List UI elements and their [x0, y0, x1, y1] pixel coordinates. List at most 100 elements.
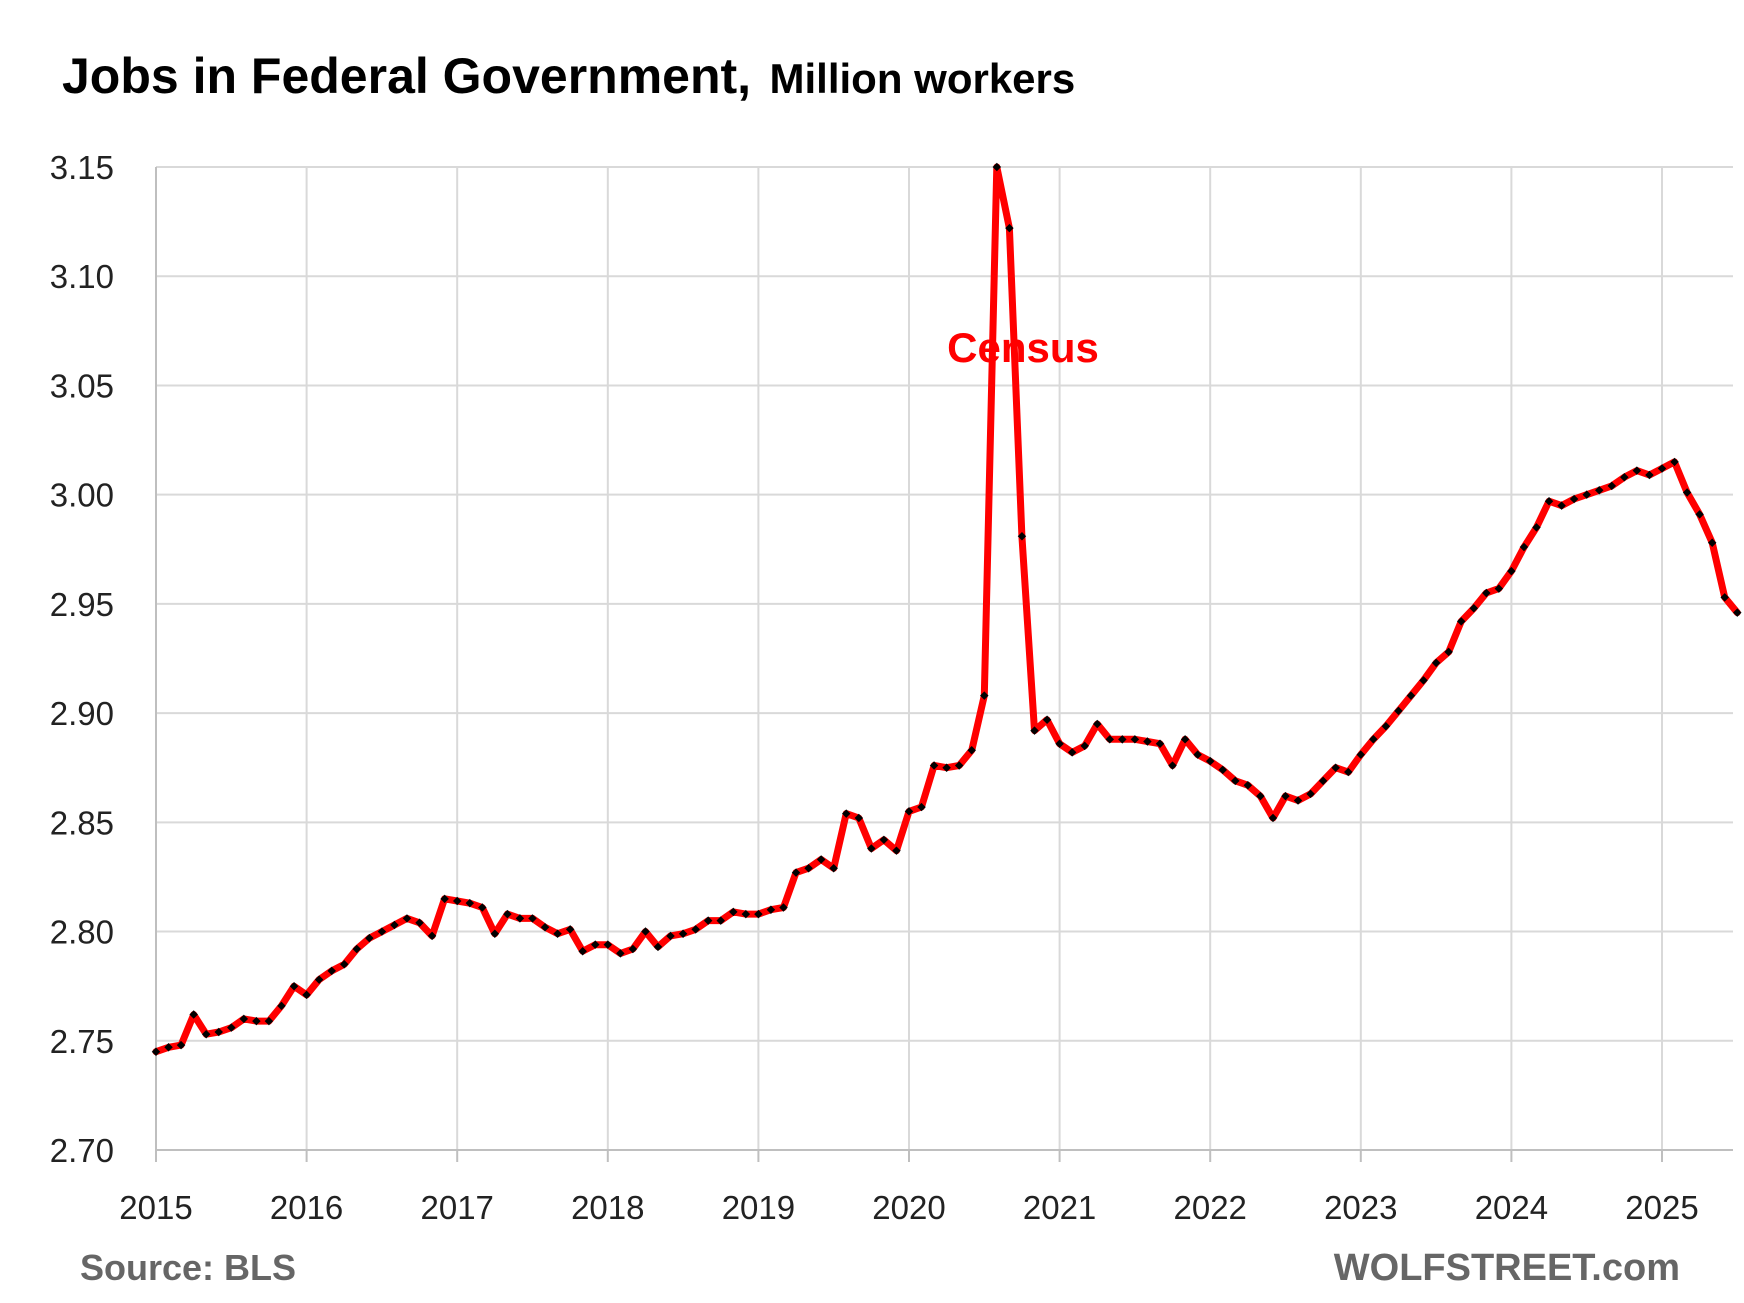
- census-annotation: Census: [947, 324, 1099, 371]
- data-point: [754, 909, 763, 919]
- data-point: [515, 914, 525, 923]
- x-tick-label: 2025: [1625, 1189, 1698, 1226]
- data-point: [452, 896, 462, 906]
- data-point: [1042, 715, 1052, 724]
- data-point: [1394, 706, 1403, 716]
- data-point: [766, 905, 776, 914]
- data-point: [1180, 735, 1190, 744]
- data-point: [929, 761, 939, 770]
- data-point: [904, 807, 914, 816]
- y-tick-label: 2.70: [50, 1132, 114, 1169]
- series: [151, 162, 1742, 1056]
- data-point: [1168, 761, 1177, 770]
- x-tick-label: 2023: [1324, 1189, 1397, 1226]
- y-tick-labels: 2.70 2.75 2.80 2.85 2.90 2.95 3.00 3.05 3.10 3.15: [50, 149, 114, 1169]
- data-point: [816, 855, 826, 864]
- data-point: [703, 916, 713, 925]
- data-point: [1406, 691, 1416, 700]
- data-point: [1193, 750, 1202, 759]
- data-point: [1143, 737, 1152, 746]
- source-label: Source: BLS: [80, 1247, 296, 1288]
- data-point: [892, 846, 901, 855]
- data-point: [942, 763, 951, 772]
- data-point: [465, 898, 475, 908]
- data-point: [779, 903, 788, 912]
- data-point: [954, 761, 964, 770]
- x-tick-label: 2017: [420, 1189, 493, 1226]
- data-point: [402, 914, 412, 923]
- y-tick-label: 3.15: [50, 149, 114, 186]
- x-tick-label: 2021: [1023, 1189, 1096, 1226]
- data-point: [1356, 750, 1366, 759]
- data-point: [365, 933, 374, 943]
- data-point: [741, 909, 751, 919]
- chart-subtitle: Million workers: [770, 55, 1076, 102]
- y-tick-label: 2.85: [50, 804, 114, 841]
- data-point: [1419, 676, 1428, 685]
- data-point: [716, 916, 725, 925]
- data-point: [1695, 510, 1704, 519]
- data-point: [967, 745, 976, 755]
- data-point: [314, 975, 324, 984]
- data-point: [578, 946, 587, 956]
- data-point: [1231, 776, 1240, 786]
- series-line: [152, 163, 1741, 1056]
- data-point: [440, 894, 449, 904]
- data-point: [1105, 735, 1115, 744]
- data-point: [641, 927, 650, 936]
- y-tick-label: 2.90: [50, 695, 114, 732]
- grid: [156, 166, 1733, 1150]
- data-point: [1155, 739, 1165, 748]
- data-point: [540, 922, 550, 932]
- x-tick-label: 2019: [722, 1189, 795, 1226]
- data-point: [340, 960, 349, 969]
- x-tick-label: 2024: [1475, 1189, 1548, 1226]
- data-point: [565, 925, 575, 934]
- data-point: [1682, 488, 1692, 497]
- data-point: [1519, 542, 1529, 552]
- data-point: [503, 909, 512, 919]
- data-point: [791, 868, 801, 877]
- x-tick-label: 2022: [1173, 1189, 1246, 1226]
- data-point: [264, 1016, 274, 1026]
- brand-label: WOLFSTREET.com: [1334, 1247, 1680, 1289]
- data-point: [1306, 789, 1315, 799]
- data-point: [879, 835, 889, 845]
- data-point: [528, 914, 537, 923]
- y-tick-label: 3.05: [50, 367, 114, 404]
- data-point: [1381, 721, 1391, 731]
- data-point: [289, 981, 299, 991]
- x-tick-label: 2018: [571, 1189, 644, 1226]
- data-point: [591, 940, 600, 949]
- data-point: [691, 925, 700, 934]
- data-point: [1607, 481, 1617, 491]
- chart-title-main: Jobs in Federal Government,: [62, 48, 751, 104]
- data-point: [1456, 617, 1466, 626]
- data-point: [1218, 765, 1228, 775]
- axes: [155, 167, 1733, 1162]
- y-tick-label: 3.10: [50, 258, 114, 295]
- data-point: [377, 927, 387, 936]
- x-tick-label: 2016: [270, 1189, 343, 1226]
- data-point: [490, 929, 500, 939]
- data-point: [1092, 719, 1102, 729]
- data-point: [1344, 767, 1353, 777]
- data-point: [1118, 735, 1127, 744]
- data-point: [1707, 538, 1717, 547]
- data-point: [653, 942, 663, 952]
- data-point: [390, 920, 399, 930]
- data-point: [854, 813, 864, 823]
- data-point: [1733, 608, 1742, 617]
- data-point: [666, 931, 675, 941]
- data-point: [1067, 748, 1077, 757]
- y-tick-label: 3.00: [50, 477, 114, 514]
- data-point: [327, 966, 336, 976]
- x-tick-labels: 2015 2016 2017 2018 2019 2020 2021 2022 2023 2024…: [119, 1189, 1698, 1226]
- data-point: [1130, 735, 1140, 744]
- data-point: [252, 1016, 261, 1026]
- data-point: [415, 918, 424, 928]
- data-point: [1055, 739, 1064, 748]
- data-point: [980, 691, 989, 700]
- data-point: [867, 844, 876, 853]
